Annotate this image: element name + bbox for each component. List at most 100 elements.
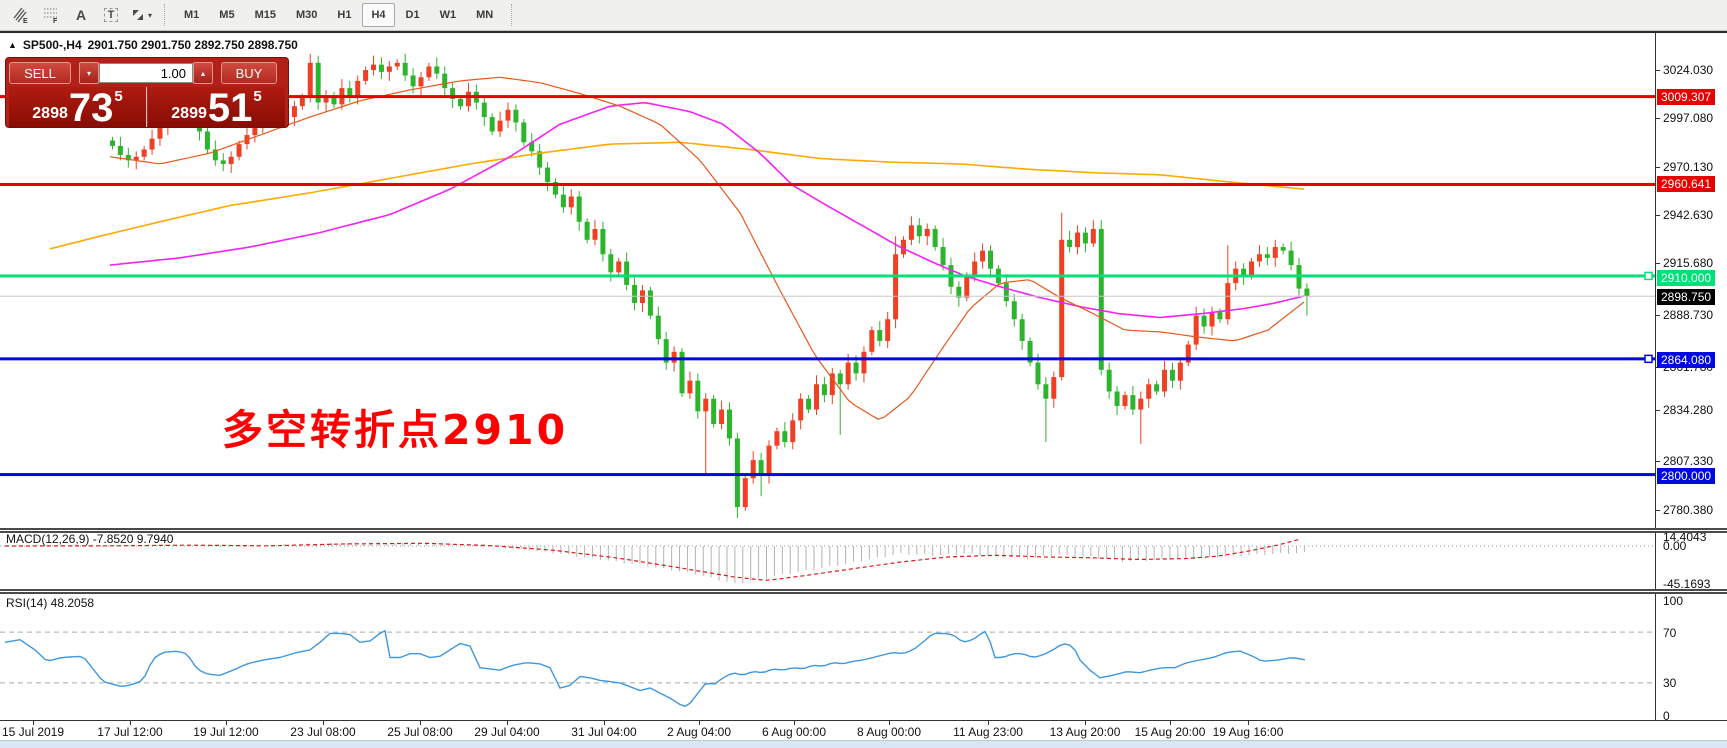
- price-label: 2970.130: [1663, 160, 1714, 174]
- grid-f-icon[interactable]: F: [38, 2, 64, 28]
- timeframe-m15[interactable]: M15: [254, 9, 276, 21]
- price-tag-black: 2898.750: [1657, 289, 1716, 305]
- chart-top-border: [0, 31, 1727, 33]
- ma-fast-line: [109, 76, 1305, 420]
- level-line-2800[interactable]: [0, 473, 1655, 477]
- price-label: 2834.280: [1663, 403, 1714, 417]
- price-label: 2807.330: [1663, 454, 1714, 468]
- sell-price-base: 2898: [32, 105, 68, 122]
- axis-tick: [1656, 118, 1660, 119]
- time-tick: [420, 720, 421, 725]
- price-label: 2915.680: [1663, 256, 1714, 270]
- volume-down-button[interactable]: ▾: [79, 62, 99, 84]
- status-strip: [0, 740, 1727, 748]
- time-tick: [604, 720, 605, 725]
- time-tick: [130, 720, 131, 725]
- axis-tick: [1656, 410, 1660, 411]
- indicator-axis-label: 0: [1663, 709, 1670, 723]
- rsi-pane[interactable]: [0, 594, 1655, 720]
- time-axis[interactable]: 15 Jul 2019 17 Jul 12:00 19 Jul 12:00 23 Ju…: [0, 720, 1727, 740]
- axis-tick: [1656, 167, 1660, 168]
- indicator-axis-label: 70: [1663, 626, 1677, 640]
- axis-tick: [1656, 461, 1660, 462]
- price-tag-red: 2960.641: [1657, 176, 1716, 192]
- time-label: 11 Aug 23:00: [953, 725, 1023, 739]
- candles: [110, 53, 1310, 518]
- timeframe-m5[interactable]: M5: [219, 9, 235, 21]
- symbol-ohlc: 2901.750 2901.750 2892.750 2898.750: [87, 38, 298, 52]
- svg-text:F: F: [53, 18, 58, 24]
- macd-pane[interactable]: [0, 533, 1655, 589]
- time-label: 8 Aug 00:00: [856, 725, 922, 739]
- timeframe-m30[interactable]: M30: [295, 9, 318, 21]
- rsi-line: [4, 629, 1306, 708]
- macd-label: MACD(12,26,9) -7.8520 9.7940: [6, 532, 174, 546]
- buy-price-display[interactable]: 2899 51 5: [148, 87, 285, 128]
- collapse-arrow-icon[interactable]: ▲: [8, 40, 17, 50]
- buy-button[interactable]: BUY: [221, 62, 277, 84]
- time-tick: [988, 720, 989, 725]
- time-label: 17 Jul 12:00: [97, 725, 163, 739]
- crosshatch-e-icon[interactable]: E: [8, 2, 34, 28]
- text-a-icon[interactable]: A: [75, 7, 87, 23]
- sell-price-pip: 5: [114, 88, 123, 105]
- line-handle[interactable]: [1644, 271, 1653, 281]
- time-label: 6 Aug 00:00: [761, 725, 827, 739]
- sell-price-display[interactable]: 2898 73 5: [9, 86, 147, 130]
- time-tick: [889, 720, 890, 725]
- indicator-axis-label: 14.4043: [1663, 530, 1707, 544]
- ma-mid-line: [109, 101, 1305, 319]
- time-label: 19 Aug 16:00: [1212, 725, 1284, 739]
- toolbar: E F A T ▾ M1 M5 M15 M30 H1 H4 D1 W1 MN: [0, 0, 1727, 31]
- price-label: 2780.380: [1663, 503, 1714, 517]
- line-handle[interactable]: [1644, 354, 1653, 364]
- chart-text-annotation[interactable]: 多空转折点2910: [222, 406, 569, 454]
- time-tick: [1170, 720, 1171, 725]
- volume-up-button[interactable]: ▴: [193, 62, 213, 84]
- symbol-title: SP500-,H4: [22, 38, 82, 52]
- time-label: 29 Jul 04:00: [474, 725, 540, 739]
- level-line-2864.08[interactable]: [0, 357, 1655, 361]
- axis-tick: [1656, 315, 1660, 316]
- time-tick: [507, 720, 508, 725]
- symbol-title-bar: ▲ SP500-,H4 2901.750 2901.750 2892.750 2…: [8, 38, 298, 52]
- timeframe-mn[interactable]: MN: [476, 9, 494, 21]
- toolbar-separator: [511, 4, 513, 26]
- pane-separator[interactable]: [0, 589, 1727, 594]
- sell-price-big: 73: [68, 86, 114, 130]
- ma-slow-line: [49, 141, 1305, 250]
- time-label: 2 Aug 04:00: [666, 725, 732, 739]
- macd-signal-line: [5, 538, 1302, 581]
- textbox-t-icon[interactable]: T: [98, 2, 124, 28]
- timeframe-m1[interactable]: M1: [184, 9, 200, 21]
- indicator-axis-label: 0.00: [1663, 539, 1687, 553]
- timeframe-d1[interactable]: D1: [405, 9, 420, 21]
- pane-separator[interactable]: [0, 528, 1727, 533]
- buy-price-pip: 5: [253, 88, 262, 105]
- indicator-axis-label: 30: [1663, 676, 1677, 690]
- timeframe-h4[interactable]: H4: [362, 3, 395, 27]
- arrows-style-icon[interactable]: ▾: [128, 2, 154, 28]
- time-tick: [699, 720, 700, 725]
- price-tag-green: 2910.000: [1657, 270, 1716, 286]
- level-line-3009.307[interactable]: [0, 95, 1655, 99]
- time-label: 19 Jul 12:00: [193, 725, 259, 739]
- timeframe-h1[interactable]: H1: [337, 9, 352, 21]
- price-axis[interactable]: 3024.030 3009.307 2997.080 2970.130 2960.641…: [1655, 33, 1727, 723]
- sell-button[interactable]: SELL: [9, 62, 71, 84]
- price-label: 2997.080: [1663, 111, 1714, 125]
- level-line-2910[interactable]: [0, 274, 1655, 278]
- volume-input[interactable]: [99, 63, 193, 83]
- price-tag-red: 3009.307: [1657, 89, 1716, 105]
- price-label: 2942.630: [1663, 208, 1714, 222]
- price-tag-blue: 2800.000: [1657, 468, 1716, 484]
- axis-tick: [1656, 70, 1660, 71]
- level-line-2960.641[interactable]: [0, 182, 1655, 186]
- time-label: 13 Aug 20:00: [1049, 725, 1121, 739]
- level-line-2898.75[interactable]: [0, 295, 1655, 297]
- time-tick: [33, 720, 34, 725]
- time-tick: [1248, 720, 1249, 725]
- indicator-axis-label: 100: [1663, 594, 1684, 608]
- time-tick: [226, 720, 227, 725]
- timeframe-w1[interactable]: W1: [439, 9, 457, 21]
